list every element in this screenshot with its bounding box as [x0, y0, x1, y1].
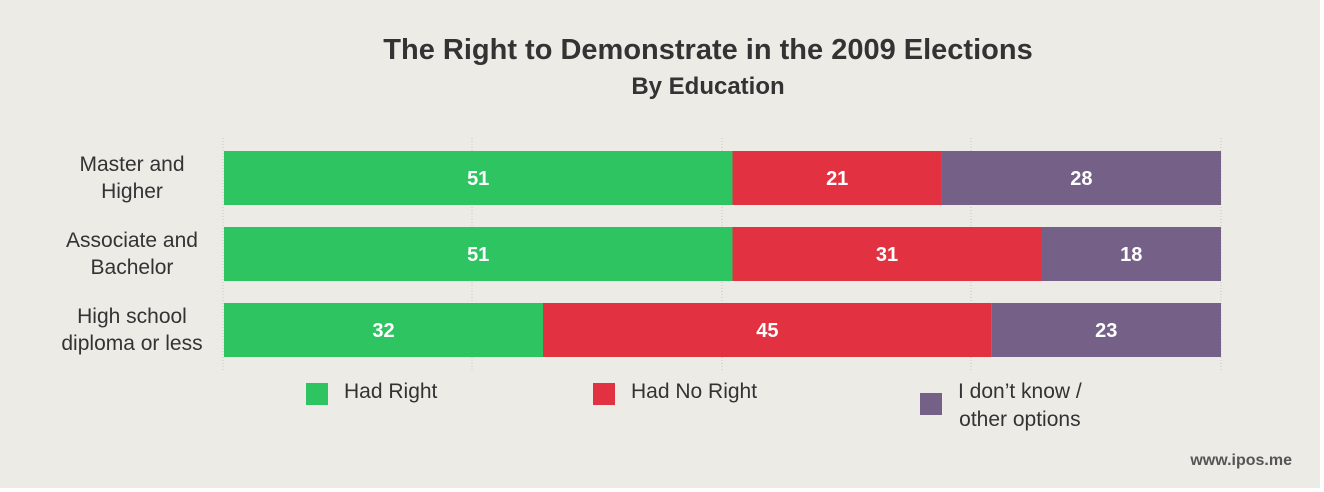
bar-segment-2-1 [543, 303, 992, 357]
bar-segment-1-2 [1041, 227, 1221, 281]
legend-swatch-dont-know [920, 393, 942, 415]
bar-value-label-2-1: 45 [756, 320, 778, 342]
category-label-2-1: diploma or less [61, 332, 202, 355]
bar-segment-2-0 [224, 303, 543, 357]
legend-label-had-right: Had Right [344, 380, 438, 403]
legend-item-had-no-right: Had No Right [593, 378, 757, 406]
legend-swatch-had-no-right [593, 383, 615, 405]
category-label-2-0: High school [77, 305, 187, 328]
legend-label-dont-know-line2: other options [959, 408, 1081, 431]
bar-value-label-0-1: 21 [826, 168, 848, 190]
legend-item-dont-know: I don’t know / other options [920, 378, 1082, 434]
bar-segment-1-0 [224, 227, 733, 281]
category-label-1-0: Associate and [66, 229, 198, 252]
bar-segment-0-1 [732, 151, 942, 205]
chart-subtitle: By Education [631, 73, 785, 100]
bar-value-label-2-2: 23 [1095, 320, 1117, 342]
bar-value-label-1-0: 51 [467, 244, 489, 266]
legend-label-dont-know: I don’t know / other options [958, 378, 1082, 434]
chart-title: The Right to Demonstrate in the 2009 Ele… [383, 34, 1033, 66]
bar-segment-1-1 [732, 227, 1042, 281]
bar-segment-0-0 [224, 151, 733, 205]
category-label-1-1: Bachelor [91, 256, 174, 279]
legend-label-dont-know-line1: I don’t know / [958, 380, 1082, 403]
bar-value-label-0-0: 51 [467, 168, 489, 190]
legend-swatch-had-right [306, 383, 328, 405]
watermark: www.ipos.me [1190, 452, 1292, 469]
bar-segment-2-2 [991, 303, 1221, 357]
bar-value-label-1-2: 18 [1120, 244, 1142, 266]
bar-segment-0-2 [941, 151, 1221, 205]
bar-value-label-1-1: 31 [876, 244, 898, 266]
bar-value-label-2-0: 32 [372, 320, 394, 342]
category-label-0-1: Higher [101, 180, 163, 203]
legend-label-had-no-right: Had No Right [631, 380, 758, 403]
category-label-0-0: Master and [79, 153, 184, 176]
bar-value-label-0-2: 28 [1070, 168, 1092, 190]
legend-item-had-right: Had Right [306, 378, 437, 406]
